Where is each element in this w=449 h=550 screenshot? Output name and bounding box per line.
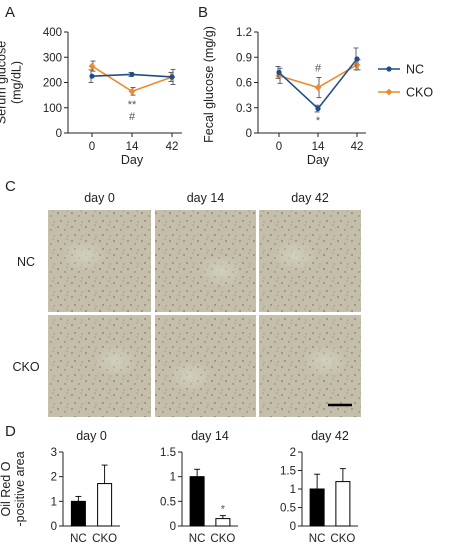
histology-pale-region xyxy=(168,360,213,393)
panel-letter-b: B xyxy=(198,4,208,21)
legend-label-nc: NC xyxy=(406,63,424,77)
chart-b-point-cko xyxy=(314,84,322,91)
chart-b-ytick-label: 0.6 xyxy=(236,78,252,90)
chart-d-day0-y-axis-label: Oil Red O xyxy=(0,461,13,516)
chart-d-day14-annotation: * xyxy=(221,504,226,516)
chart-d-day42-ytick-label: 1.5 xyxy=(280,466,296,478)
chart-b-xtick-label: 0 xyxy=(276,141,282,153)
histology-pale-region xyxy=(92,344,137,377)
chart-d-day14-ytick-label: 1.5 xyxy=(160,447,176,459)
chart-a-annotation: ** xyxy=(128,99,137,111)
image-row-label: NC xyxy=(17,255,35,269)
chart-a-y-axis-label: (mg/dL) xyxy=(10,61,24,104)
chart-a-point-cko xyxy=(88,62,96,70)
panel-letter-a: A xyxy=(5,4,15,21)
legend-marker-cko xyxy=(385,88,393,96)
chart-b-xtick-label: 14 xyxy=(312,141,325,153)
chart-b-point-nc xyxy=(354,56,360,62)
chart-d-day0-ytick-label: 1 xyxy=(51,496,57,508)
chart-d-day14-title: day 14 xyxy=(191,429,229,443)
chart-b-point-cko xyxy=(275,72,283,80)
chart-d-day42-category-label: NC xyxy=(309,533,326,545)
legend: NC CKO xyxy=(378,63,433,100)
chart-d-day0-y-axis-label: -positive area xyxy=(13,451,27,526)
chart-d-day14: day 14 0 0.5 1 1.5 NC CKO * xyxy=(160,429,238,545)
chart-a-ytick-label: 400 xyxy=(43,27,62,39)
chart-d-day0-ytick-label: 0 xyxy=(51,521,57,533)
chart-d-day0-category-label: CKO xyxy=(92,533,117,545)
chart-a-point-nc xyxy=(169,74,175,80)
chart-d-day42-bar-nc xyxy=(309,488,325,527)
panel-letter-d: D xyxy=(5,423,16,440)
chart-d-day42-bar-cko xyxy=(335,481,351,527)
chart-d-day0-title: day 0 xyxy=(76,429,107,443)
chart-d-day14-bar-nc xyxy=(189,476,205,527)
image-column-label: day 14 xyxy=(187,191,225,205)
chart-a-point-cko xyxy=(128,87,136,95)
chart-a-ytick-label: 100 xyxy=(43,103,62,115)
chart-d-day0-ytick-label: 3 xyxy=(51,447,57,459)
chart-a-ytick-label: 0 xyxy=(56,128,62,140)
chart-a-ytick-label: 200 xyxy=(43,78,62,90)
chart-a-x-axis-label: Day xyxy=(121,153,144,167)
chart-b-y-axis-label: Fecal glucose (mg/g) xyxy=(202,26,216,143)
chart-d-day14-bar-cko xyxy=(215,518,231,527)
chart-a-point-nc xyxy=(89,73,95,79)
chart-b-x-axis-label: Day xyxy=(307,153,330,167)
chart-d-day0-bar-nc xyxy=(70,500,86,527)
chart-b-annotation: # xyxy=(315,62,322,74)
chart-b-ytick-label: 0.9 xyxy=(236,52,252,64)
chart-d-day42-title: day 42 xyxy=(311,429,349,443)
chart-a-y-axis-label: Serum glucose xyxy=(0,41,9,124)
chart-d-day0-ytick-label: 2 xyxy=(51,472,57,484)
image-column-label: day 0 xyxy=(84,191,115,205)
histology-pale-region xyxy=(62,239,107,272)
chart-d-day42-category-label: CKO xyxy=(330,533,355,545)
chart-d-day42-ytick-label: 2 xyxy=(290,447,296,459)
chart-d-day42-ytick-label: 0.5 xyxy=(280,503,296,515)
chart-d-day0-category-label: NC xyxy=(70,533,87,545)
legend-marker-nc xyxy=(386,66,392,72)
chart-d-day14-category-label: CKO xyxy=(210,533,235,545)
chart-d-day42-ytick-label: 1 xyxy=(290,484,296,496)
histology-pale-region xyxy=(272,239,317,272)
chart-d-day0-bar-cko xyxy=(97,483,113,527)
chart-d-day14-ytick-label: 0 xyxy=(170,521,176,533)
chart-d-day14-ytick-label: 1 xyxy=(170,472,176,484)
chart-a-xtick-label: 14 xyxy=(126,141,139,153)
chart-a-serum-glucose: 0 100 200 300 400 0 14 42 Day Serum glucose (mg/dL… xyxy=(0,27,182,167)
chart-a-xtick-label: 42 xyxy=(166,141,179,153)
chart-a-point-nc xyxy=(129,71,135,78)
histology-image-grid: day 0 day 14 day 42 NC CKO xyxy=(12,191,361,417)
histology-pale-region xyxy=(303,344,348,377)
chart-b-point-nc xyxy=(276,69,282,75)
chart-d-day42: day 42 0 0.5 1 1.5 2 NC CKO xyxy=(280,429,358,545)
chart-b-ytick-label: 0.3 xyxy=(236,103,252,115)
histology-pale-region xyxy=(198,255,243,288)
chart-d-day14-category-label: NC xyxy=(189,533,206,545)
chart-b-fecal-glucose: 0 0.3 0.6 0.9 1.2 0 14 42 Day Fecal glucose (mg/g… xyxy=(202,26,366,167)
chart-b-point-nc xyxy=(315,105,321,112)
chart-b-ytick-label: 1.2 xyxy=(236,27,252,39)
chart-a-ytick-label: 300 xyxy=(43,52,62,64)
image-row-label: CKO xyxy=(12,360,39,374)
chart-b-annotation: * xyxy=(316,115,321,127)
panel-letter-c: C xyxy=(5,178,16,195)
chart-d-day0: day 0 0 1 2 3 NC CKO Oil Red O -positive area xyxy=(0,429,120,545)
legend-label-cko: CKO xyxy=(406,86,433,100)
image-column-label: day 42 xyxy=(291,191,329,205)
chart-d-day42-ytick-label: 0 xyxy=(290,521,296,533)
chart-d-day14-ytick-label: 0.5 xyxy=(160,496,176,508)
chart-b-xtick-label: 42 xyxy=(351,141,364,153)
chart-a-annotation: # xyxy=(129,111,136,123)
chart-a-xtick-label: 0 xyxy=(89,141,95,153)
chart-b-point-cko xyxy=(353,61,361,69)
chart-b-ytick-label: 0 xyxy=(246,128,252,140)
